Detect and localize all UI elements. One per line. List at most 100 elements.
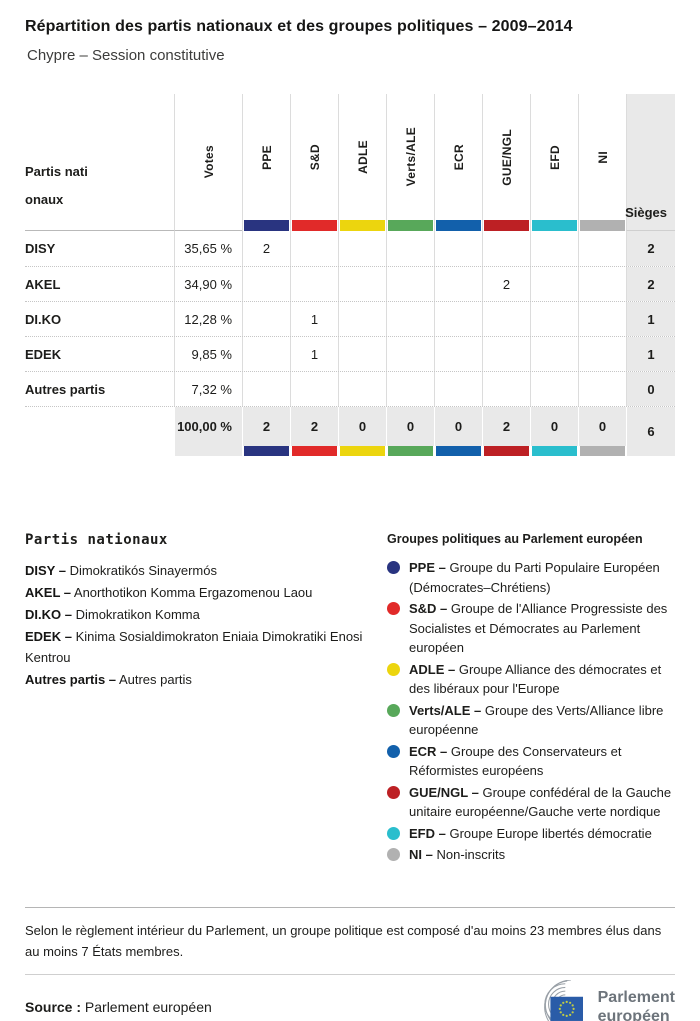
seat-cell: [578, 302, 626, 336]
seat-cell: [530, 267, 578, 301]
seats-total-cell: 2: [626, 231, 675, 266]
seat-cell: [338, 372, 386, 406]
total-seat-cell: 0: [434, 407, 482, 456]
party-legend-heading: Partis nationaux: [25, 532, 168, 548]
seat-cell: [578, 337, 626, 371]
footnote: Selon le règlement intérieur du Parlemen…: [25, 922, 662, 959]
group-legend-item-verts-ale: Verts/ALE – Groupe des Verts/Alliance li…: [387, 701, 675, 740]
table-row-autres-partis: Autres partis 7,32 % 0: [25, 371, 675, 406]
total-seat-cell: 0: [386, 407, 434, 456]
seat-cell: [242, 302, 290, 336]
group-legend-item-ppe: PPE – Groupe du Parti Populaire Européen…: [387, 558, 675, 597]
group-color-bar: [484, 446, 529, 456]
group-color-bar: [388, 446, 433, 456]
group-color-bar: [292, 220, 337, 231]
seat-cell: [482, 231, 530, 266]
group-legend-item-gue-ngl: GUE/NGL – Groupe confédéral de la Gauche…: [387, 783, 675, 822]
seat-cell: [578, 372, 626, 406]
hemicycle-eu-flag-icon: [543, 979, 583, 1021]
group-legend-item-efd: EFD – Groupe Europe libertés démocratie: [387, 824, 675, 844]
seat-cell: 2: [242, 231, 290, 266]
group-color-bar: [244, 220, 289, 231]
total-empty-cell: [25, 407, 174, 456]
votes-value: 34,90 %: [174, 267, 242, 301]
group-color-bar: [340, 220, 385, 231]
seat-cell: [242, 337, 290, 371]
table-row-akel: AKEL 34,90 % 2 2: [25, 266, 675, 301]
party-legend: Partis nationaux DISY – Dimokratikós Sin…: [25, 532, 387, 867]
table-row-disy: DISY 35,65 % 2 2: [25, 231, 675, 266]
column-header-efd: EFD: [530, 94, 578, 231]
seat-cell: [386, 267, 434, 301]
party-legend-item: DI.KO – Dimokratikon Komma: [25, 607, 200, 622]
seat-cell: [386, 337, 434, 371]
party-name: Autres partis: [25, 381, 106, 397]
seat-cell: [530, 372, 578, 406]
seat-cell: [434, 267, 482, 301]
group-color-bar: [340, 446, 385, 456]
divider: [25, 973, 675, 975]
seat-cell: [578, 231, 626, 266]
seat-cell: [482, 302, 530, 336]
party-legend-item: AKEL – Anorthotikon Komma Ergazomenou La…: [25, 585, 313, 600]
seat-cell: [386, 372, 434, 406]
seat-cell: [386, 302, 434, 336]
seat-cell: [338, 302, 386, 336]
seat-cell: [482, 337, 530, 371]
legend-dot-icon: [387, 602, 400, 615]
legend-dot-icon: [387, 785, 400, 799]
seats-total-cell: 0: [626, 372, 675, 406]
group-legend-item-ecr: ECR – Groupe des Conservateurs et Réform…: [387, 742, 675, 781]
group-legend-item-sd: S&D – Groupe de l'Alliance Progressiste …: [387, 599, 675, 658]
legend-dot-icon: [387, 662, 400, 676]
column-header-ecr: ECR: [434, 94, 482, 231]
group-color-bar: [436, 446, 481, 456]
group-color-bar: [388, 220, 433, 231]
party-legend-item: EDEK – Kinima Sosialdimokraton Eniaia Di…: [25, 629, 363, 665]
table-header-row: Partis nationaux Votes PPE S&D ADLE Vert…: [25, 94, 675, 231]
seat-cell: [386, 231, 434, 266]
total-votes: 100,00 %: [174, 407, 242, 456]
seat-cell: [530, 231, 578, 266]
seat-cell: 2: [482, 267, 530, 301]
source-line: Source : Parlement européen: [25, 998, 212, 1015]
seats-total-cell: 1: [626, 302, 675, 336]
results-table: Partis nationaux Votes PPE S&D ADLE Vert…: [25, 94, 675, 456]
group-legend-item-ni: NI – Non-inscrits: [387, 845, 675, 865]
seat-cell: [434, 372, 482, 406]
party-legend-item: DISY – Dimokratikós Sinayermós: [25, 563, 217, 578]
group-color-bar: [580, 446, 625, 456]
seat-cell: [434, 302, 482, 336]
seats-total-cell: 1: [626, 337, 675, 371]
party-name: DISY: [25, 241, 56, 256]
party-name: EDEK: [25, 346, 62, 362]
group-color-bar: [532, 220, 577, 231]
group-legend: Groupes politiques au Parlement européen…: [387, 532, 675, 867]
group-color-bar: [244, 446, 289, 456]
total-seats: 6: [626, 407, 675, 456]
column-header-seats: Sièges: [625, 94, 675, 231]
legend-dot-icon: [387, 826, 400, 840]
votes-value: 7,32 %: [174, 372, 242, 406]
votes-value: 12,28 %: [174, 302, 242, 336]
source-row: Source : Parlement européen: [25, 979, 675, 1021]
group-color-bar: [580, 220, 625, 231]
group-color-bar: [436, 220, 481, 231]
seat-cell: [530, 302, 578, 336]
legend-dot-icon: [387, 703, 400, 717]
seat-cell: [242, 267, 290, 301]
total-seat-cell: 2: [482, 407, 530, 456]
table-row-edek: EDEK 9,85 % 1 1: [25, 336, 675, 371]
total-seat-cell: 2: [290, 407, 338, 456]
seat-cell: [338, 337, 386, 371]
votes-value: 9,85 %: [174, 337, 242, 371]
column-header-verts-ale: Verts/ALE: [386, 94, 434, 231]
column-header-ppe: PPE: [242, 94, 290, 231]
group-legend-heading: Groupes politiques au Parlement européen: [387, 532, 643, 546]
column-header-parties: Partis nationaux: [25, 94, 174, 231]
seat-cell: [242, 372, 290, 406]
legend-dot-icon: [387, 744, 400, 758]
total-seat-cell: 0: [578, 407, 626, 456]
seat-cell: [530, 337, 578, 371]
